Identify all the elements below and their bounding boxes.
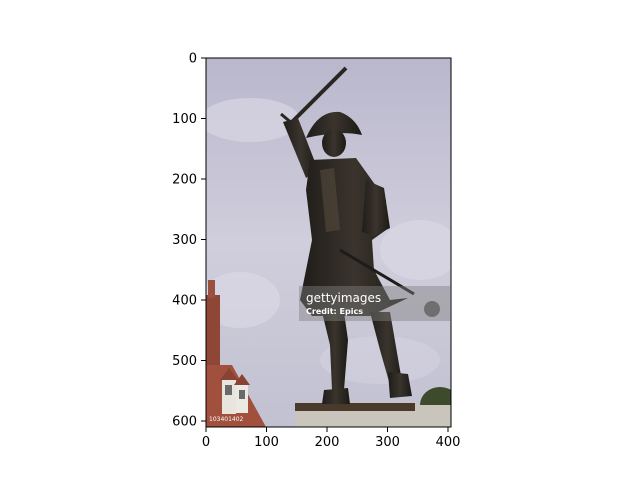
y-tick-label: 300 [172, 233, 197, 248]
watermark-box [299, 286, 450, 321]
image-number: 103401402 [209, 416, 244, 423]
watermark: gettyimages Credit: Epics 103401402 [209, 286, 450, 423]
cloud [380, 220, 451, 280]
y-tick-label: 100 [172, 112, 197, 127]
cloud [206, 272, 280, 328]
coat-highlight [320, 168, 340, 232]
photo: gettyimages Credit: Epics 103401402 [206, 58, 451, 427]
axes-frame [205, 57, 452, 428]
cloud [320, 336, 440, 384]
watermark-symbol [424, 301, 440, 317]
x-tick-label: 0 [202, 435, 210, 450]
watermark-credit: Credit: Epics [306, 307, 363, 316]
x-tick-label: 300 [375, 435, 400, 450]
y-tick-label: 200 [172, 173, 197, 188]
watermark-logo: gettyimages [306, 291, 381, 305]
cloud [206, 98, 300, 142]
y-tick-label: 600 [172, 415, 197, 430]
x-tick-label: 100 [254, 435, 279, 450]
brick-building [206, 280, 266, 427]
y-tick-label: 0 [189, 52, 197, 67]
statue [280, 66, 415, 404]
x-axis: 0 100 200 300 400 [202, 427, 461, 450]
y-tick-label: 500 [172, 354, 197, 369]
y-axis: 0 100 200 300 400 500 600 [172, 52, 206, 430]
x-tick-label: 400 [436, 435, 461, 450]
x-tick-label: 200 [315, 435, 340, 450]
y-tick-label: 400 [172, 294, 197, 309]
